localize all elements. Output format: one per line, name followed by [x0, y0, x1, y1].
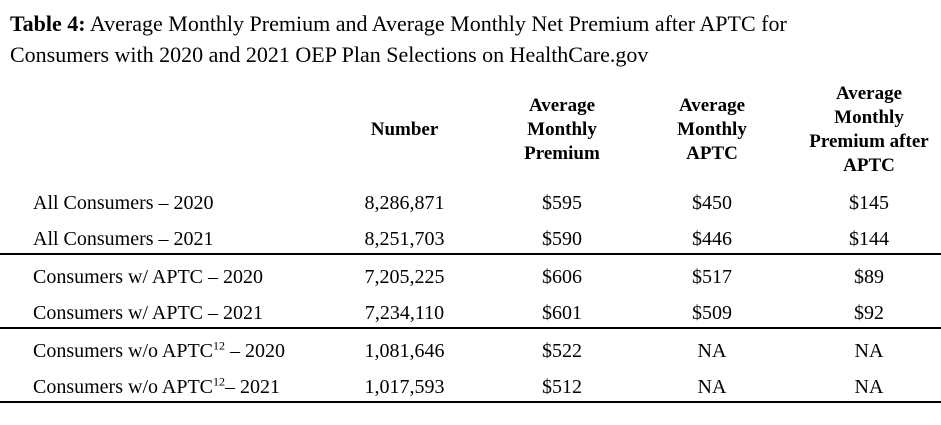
- cell-avg-monthly-premium: $601: [497, 291, 627, 329]
- cell-avg-monthly-aptc: $517: [692, 266, 732, 288]
- cell-avg-monthly-premium-after-aptc: $144: [797, 217, 941, 255]
- cell-avg-monthly-premium-after-aptc: $89: [854, 266, 884, 288]
- cell-avg-monthly-premium-after-aptc: $145: [849, 192, 889, 214]
- table-row-consumers-wo-aptc-2020: Consumers w/o APTC12 – 2020 1,081,646 $5…: [0, 328, 941, 365]
- cell-avg-monthly-premium: $512: [497, 365, 627, 403]
- cell-avg-monthly-premium-after-aptc: NA: [797, 365, 941, 403]
- table-row-consumers-w-aptc-2020: Consumers w/ APTC – 2020 7,205,225 $606 …: [0, 254, 941, 291]
- table-row-consumers-w-aptc-2021: Consumers w/ APTC – 2021 7,234,110 $601 …: [0, 291, 941, 329]
- row-label: Consumers w/ APTC – 2020: [33, 266, 264, 288]
- column-header-avg-monthly-premium-after-aptc: Average Monthly Premium after APTC: [809, 83, 929, 176]
- row-label: All Consumers – 2021: [0, 217, 312, 255]
- table-title-line1: Average Monthly Premium and Average Mont…: [85, 11, 787, 36]
- row-label: Consumers w/o APTC12– 2021: [0, 365, 312, 403]
- column-header-number: Number: [370, 119, 439, 140]
- cell-avg-monthly-premium: $606: [542, 266, 582, 288]
- table-number-label: Table 4:: [10, 11, 86, 36]
- cell-avg-monthly-premium: $522: [542, 340, 582, 362]
- table-row-all-consumers-2021: All Consumers – 2021 8,251,703 $590 $446…: [0, 217, 941, 255]
- table-row-all-consumers-2020: All Consumers – 2020 8,286,871 $595 $450…: [0, 180, 941, 217]
- cell-avg-monthly-premium-after-aptc: $92: [797, 291, 941, 329]
- table-title: Table 4: Average Monthly Premium and Ave…: [0, 0, 941, 70]
- cell-avg-monthly-premium-after-aptc: NA: [854, 340, 884, 362]
- premium-table: Number Average Monthly Premium Average M…: [0, 80, 941, 403]
- cell-avg-monthly-aptc: $450: [692, 192, 732, 214]
- table-title-line2: Consumers with 2020 and 2021 OEP Plan Se…: [10, 42, 649, 67]
- cell-number: 7,205,225: [364, 266, 445, 288]
- cell-avg-monthly-aptc: $446: [627, 217, 797, 255]
- cell-number: 7,234,110: [312, 291, 497, 329]
- cell-avg-monthly-premium: $595: [542, 192, 582, 214]
- column-header-avg-monthly-aptc: Average Monthly APTC: [677, 95, 747, 164]
- row-label: Consumers w/ APTC – 2021: [0, 291, 312, 329]
- row-label: Consumers w/o APTC12 – 2020: [33, 338, 286, 362]
- table-header: Number Average Monthly Premium Average M…: [0, 80, 941, 180]
- cell-avg-monthly-aptc: NA: [697, 340, 727, 362]
- table-row-consumers-wo-aptc-2021: Consumers w/o APTC12– 2021 1,017,593 $51…: [0, 365, 941, 403]
- table-body: All Consumers – 2020 8,286,871 $595 $450…: [0, 180, 941, 403]
- cell-number: 8,251,703: [312, 217, 497, 255]
- cell-number: 8,286,871: [364, 192, 445, 214]
- cell-avg-monthly-aptc: $509: [627, 291, 797, 329]
- column-header-blank: [0, 80, 312, 180]
- footnote-superscript: 12: [213, 374, 226, 389]
- cell-number: 1,081,646: [364, 340, 445, 362]
- cell-avg-monthly-aptc: NA: [627, 365, 797, 403]
- cell-number: 1,017,593: [312, 365, 497, 403]
- footnote-superscript: 12: [213, 338, 226, 353]
- column-header-avg-monthly-premium: Average Monthly Premium: [524, 95, 600, 164]
- row-label: All Consumers – 2020: [33, 192, 214, 214]
- header-row: Number Average Monthly Premium Average M…: [0, 80, 941, 180]
- cell-avg-monthly-premium: $590: [497, 217, 627, 255]
